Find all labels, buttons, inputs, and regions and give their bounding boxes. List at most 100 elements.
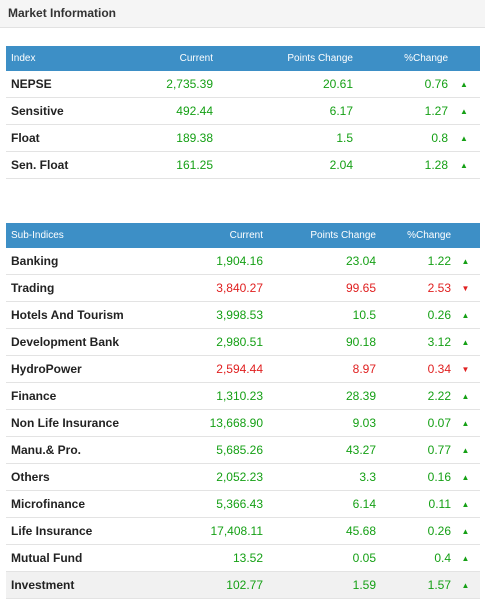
points-change: 6.14	[263, 490, 376, 518]
points-change: 9.03	[263, 409, 376, 437]
row-name: Finance	[6, 382, 146, 410]
current-value: 1,310.23	[146, 382, 263, 410]
current-value: 5,685.26	[146, 436, 263, 464]
pct-change: 0.8	[353, 124, 448, 152]
pct-change: 1.57	[376, 571, 451, 599]
points-change: 20.61	[213, 71, 353, 98]
current-value: 102.77	[146, 571, 263, 599]
current-value: 3,998.53	[146, 301, 263, 329]
points-change: 8.97	[263, 355, 376, 383]
table-row[interactable]: Life Insurance 17,408.11 45.68 0.26 ▲	[6, 517, 480, 545]
points-change: 23.04	[263, 248, 376, 275]
table-row[interactable]: Development Bank 2,980.51 90.18 3.12 ▲	[6, 328, 480, 356]
row-name: Sen. Float	[6, 151, 106, 179]
table-row[interactable]: Float 189.38 1.5 0.8 ▲	[6, 124, 480, 152]
table-row[interactable]: Mutual Fund 13.52 0.05 0.4 ▲	[6, 544, 480, 572]
triangle-up-icon: ▲	[451, 409, 480, 437]
current-value: 2,980.51	[146, 328, 263, 356]
subindex-table-header: Sub-Indices Current Points Change %Chang…	[6, 223, 480, 248]
pct-change: 1.28	[353, 151, 448, 179]
row-name: Non Life Insurance	[6, 409, 146, 437]
points-change: 3.3	[263, 463, 376, 491]
current-value: 161.25	[106, 151, 213, 179]
triangle-up-icon: ▲	[451, 544, 480, 572]
pct-change: 0.16	[376, 463, 451, 491]
points-change: 45.68	[263, 517, 376, 545]
row-name: Sensitive	[6, 97, 106, 125]
pct-change: 0.07	[376, 409, 451, 437]
table-row[interactable]: Others 2,052.23 3.3 0.16 ▲	[6, 463, 480, 491]
column-header-pct-change: %Change	[353, 46, 448, 71]
row-name: NEPSE	[6, 71, 106, 98]
current-value: 13.52	[146, 544, 263, 572]
column-header-current: Current	[106, 46, 213, 71]
pct-change: 0.4	[376, 544, 451, 572]
points-change: 10.5	[263, 301, 376, 329]
points-change: 99.65	[263, 274, 376, 302]
pct-change: 3.12	[376, 328, 451, 356]
page-title: Market Information	[8, 6, 117, 20]
table-row[interactable]: Finance 1,310.23 28.39 2.22 ▲	[6, 382, 480, 410]
triangle-up-icon: ▲	[451, 517, 480, 545]
points-change: 2.04	[213, 151, 353, 179]
current-value: 2,594.44	[146, 355, 263, 383]
current-value: 2,735.39	[106, 71, 213, 98]
table-row[interactable]: Manu.& Pro. 5,685.26 43.27 0.77 ▲	[6, 436, 480, 464]
pct-change: 0.76	[353, 71, 448, 98]
column-header-arrow	[451, 223, 480, 248]
pct-change: 0.34	[376, 355, 451, 383]
index-table: Index Current Points Change %Change NEPS…	[6, 46, 480, 179]
points-change: 1.5	[213, 124, 353, 152]
table-row[interactable]: NEPSE 2,735.39 20.61 0.76 ▲	[6, 71, 480, 98]
points-change: 0.05	[263, 544, 376, 572]
current-value: 189.38	[106, 124, 213, 152]
column-header-arrow	[448, 46, 480, 71]
table-row[interactable]: Microfinance 5,366.43 6.14 0.11 ▲	[6, 490, 480, 518]
current-value: 3,840.27	[146, 274, 263, 302]
pct-change: 2.22	[376, 382, 451, 410]
table-row[interactable]: Hotels And Tourism 3,998.53 10.5 0.26 ▲	[6, 301, 480, 329]
points-change: 90.18	[263, 328, 376, 356]
column-header-current: Current	[146, 223, 263, 248]
current-value: 13,668.90	[146, 409, 263, 437]
row-name: Banking	[6, 248, 146, 275]
row-name: Trading	[6, 274, 146, 302]
table-row[interactable]: Banking 1,904.16 23.04 1.22 ▲	[6, 248, 480, 275]
triangle-up-icon: ▲	[448, 151, 480, 179]
pct-change: 0.77	[376, 436, 451, 464]
triangle-up-icon: ▲	[448, 97, 480, 125]
triangle-up-icon: ▲	[451, 463, 480, 491]
triangle-down-icon: ▼	[451, 355, 480, 383]
triangle-up-icon: ▲	[451, 301, 480, 329]
triangle-up-icon: ▲	[451, 328, 480, 356]
triangle-up-icon: ▲	[448, 71, 480, 98]
table-row[interactable]: Sensitive 492.44 6.17 1.27 ▲	[6, 97, 480, 125]
current-value: 492.44	[106, 97, 213, 125]
table-row[interactable]: Non Life Insurance 13,668.90 9.03 0.07 ▲	[6, 409, 480, 437]
table-row[interactable]: Investment 102.77 1.59 1.57 ▲	[6, 571, 480, 599]
row-name: Hotels And Tourism	[6, 301, 146, 329]
table-row[interactable]: Trading 3,840.27 99.65 2.53 ▼	[6, 274, 480, 302]
points-change: 1.59	[263, 571, 376, 599]
row-name: Others	[6, 463, 146, 491]
current-value: 5,366.43	[146, 490, 263, 518]
row-name: Life Insurance	[6, 517, 146, 545]
triangle-up-icon: ▲	[451, 490, 480, 518]
column-header-points-change: Points Change	[263, 223, 376, 248]
row-name: HydroPower	[6, 355, 146, 383]
pct-change: 1.22	[376, 248, 451, 275]
triangle-up-icon: ▲	[451, 248, 480, 275]
table-row[interactable]: HydroPower 2,594.44 8.97 0.34 ▼	[6, 355, 480, 383]
triangle-up-icon: ▲	[451, 436, 480, 464]
row-name: Investment	[6, 571, 146, 599]
column-header-pct-change: %Change	[376, 223, 451, 248]
pct-change: 1.27	[353, 97, 448, 125]
triangle-up-icon: ▲	[448, 124, 480, 152]
points-change: 28.39	[263, 382, 376, 410]
table-row[interactable]: Sen. Float 161.25 2.04 1.28 ▲	[6, 151, 480, 179]
row-name: Development Bank	[6, 328, 146, 356]
column-header-sub-indices: Sub-Indices	[6, 223, 146, 248]
triangle-down-icon: ▼	[451, 274, 480, 302]
row-name: Microfinance	[6, 490, 146, 518]
pct-change: 0.11	[376, 490, 451, 518]
